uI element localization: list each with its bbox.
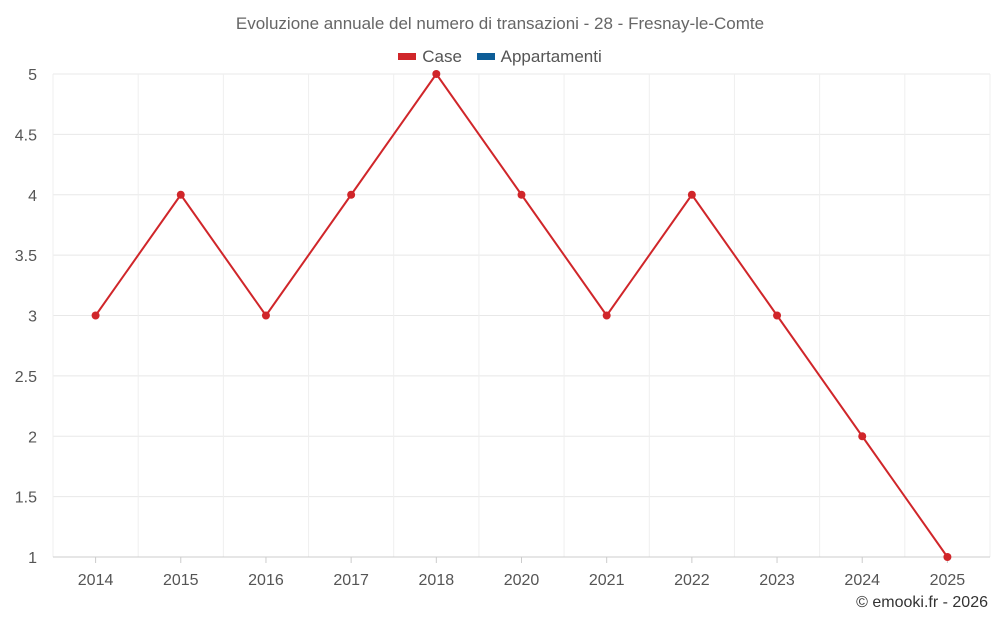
x-tick-label: 2022 <box>674 572 710 589</box>
x-tick-label: 2021 <box>589 572 625 589</box>
y-tick-label: 4 <box>28 188 37 205</box>
legend-swatch-case <box>398 53 417 60</box>
y-tick-label: 2.5 <box>15 369 37 386</box>
legend-label-case: Case <box>422 46 462 66</box>
legend-item-appartamenti[interactable]: Appartamenti <box>476 46 602 67</box>
y-tick-label: 4.5 <box>15 127 37 144</box>
y-tick-label: 3 <box>28 309 37 326</box>
legend-item-case[interactable]: Case <box>398 47 462 67</box>
data-point <box>858 432 867 441</box>
data-point <box>347 190 356 199</box>
x-tick-label: 2016 <box>248 572 284 589</box>
grid <box>52 73 991 558</box>
x-tick-label: 2020 <box>504 572 540 589</box>
series-layer <box>91 70 952 561</box>
credit-text: © emooki.fr - 2026 <box>856 594 988 611</box>
x-tick-label: 2018 <box>419 572 455 589</box>
x-tick-label: 2023 <box>759 572 795 589</box>
x-tick-label: 2024 <box>844 572 880 589</box>
data-point <box>602 311 611 320</box>
x-tick-label: 2017 <box>333 572 369 589</box>
data-point <box>943 553 952 561</box>
data-point <box>261 311 270 320</box>
chart-legend: Case Appartamenti <box>0 45 1000 67</box>
data-point <box>687 190 696 199</box>
legend-swatch-appartamenti <box>476 53 495 60</box>
y-tick-label: 3.5 <box>15 248 37 265</box>
data-point <box>773 311 782 320</box>
x-tick-label: 2025 <box>930 572 966 589</box>
y-axis: 1 1.5 2 2.5 3 3.5 4 4.5 5 <box>15 67 37 567</box>
y-tick-label: 2 <box>28 429 37 446</box>
data-point <box>91 311 100 320</box>
x-tick-label: 2014 <box>78 572 114 589</box>
data-point <box>432 70 441 78</box>
data-point <box>517 190 526 199</box>
y-tick-label: 5 <box>28 67 37 84</box>
legend-label-appartamenti: Appartamenti <box>500 46 602 66</box>
x-axis: 2014 2015 2016 2017 2018 2020 2021 2022 2023 2024… <box>53 556 990 589</box>
y-tick-label: 1 <box>28 550 37 567</box>
chart-title: Evoluzione annuale del numero di transaz… <box>235 14 765 33</box>
y-tick-label: 1.5 <box>15 490 37 507</box>
data-point <box>176 190 185 199</box>
x-tick-label: 2015 <box>163 572 199 589</box>
